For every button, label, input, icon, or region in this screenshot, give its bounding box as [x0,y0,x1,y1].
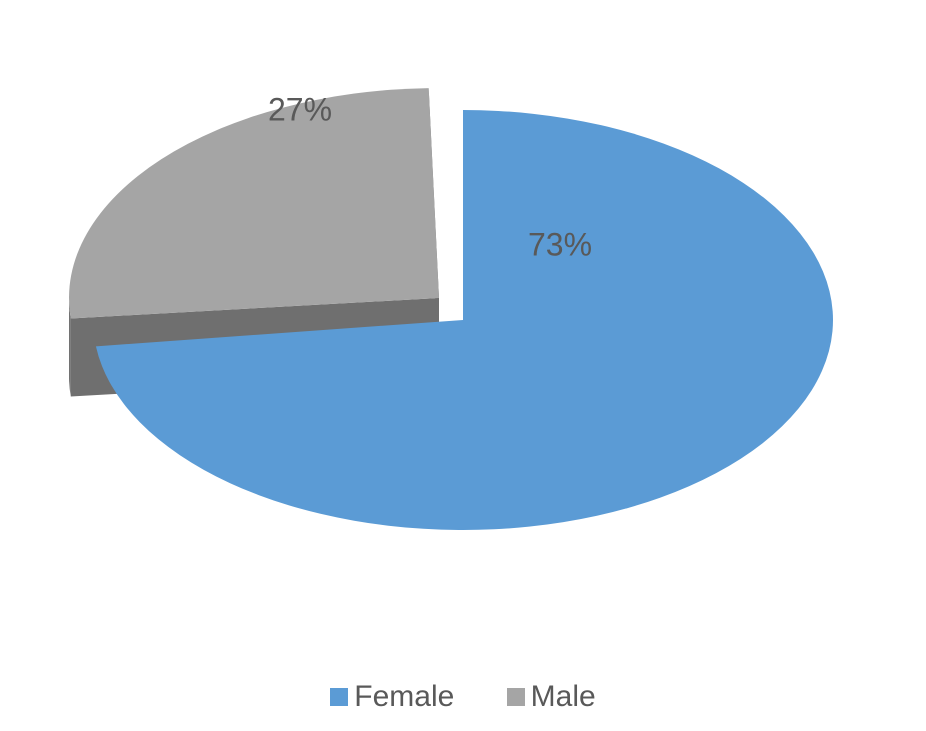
legend-item-male: Male [507,680,596,714]
legend-label-female: Female [354,680,454,714]
pie-chart-canvas [0,0,926,726]
legend-item-female: Female [330,680,454,714]
slice-label-male: 27% [268,92,332,129]
legend-swatch-male [507,688,525,706]
pie-chart: 73% 27% Female Male [0,0,926,726]
legend-swatch-female [330,688,348,706]
chart-legend: Female Male [0,680,926,714]
legend-label-male: Male [531,680,596,714]
slice-label-female: 73% [528,227,592,264]
